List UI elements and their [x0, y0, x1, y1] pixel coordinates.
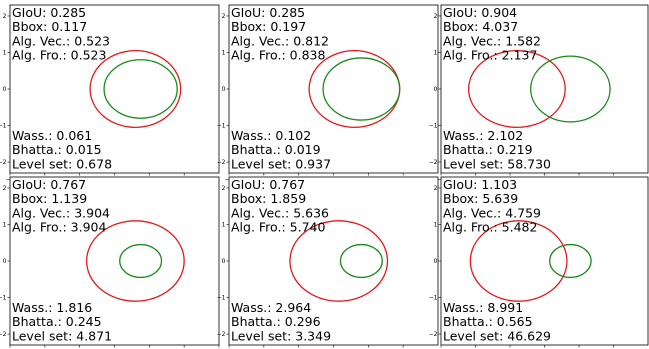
y-tick-label: −1	[0, 123, 7, 130]
metric-top-3: Alg. Vec.: 1.582	[443, 33, 541, 48]
metric-bottom-3: Level set: 4.871	[12, 328, 112, 343]
y-tick-label: 2	[3, 185, 7, 192]
y-tick-label: 2	[222, 13, 226, 20]
y-tick-label: 1	[222, 221, 226, 228]
metric-top-4: Alg. Fro.: 5.482	[443, 220, 537, 235]
y-tick-label: 1	[222, 49, 226, 56]
metric-top-4: Alg. Fro.: 5.740	[231, 220, 325, 235]
metric-top-3: Alg. Vec.: 0.523	[12, 33, 110, 48]
metric-bottom-3: Level set: 3.349	[231, 328, 331, 343]
metric-top-3: Alg. Vec.: 5.636	[231, 205, 329, 220]
y-tick-label: −2	[217, 159, 226, 166]
metric-bottom-1: Wass.: 2.964	[231, 300, 311, 315]
y-tick-label: 1	[3, 49, 7, 56]
y-tick-label: −1	[217, 123, 226, 130]
metric-bottom-2: Bhatta.: 0.219	[443, 142, 533, 157]
red-ellipse	[469, 220, 568, 302]
metric-top-2: Bbox: 1.139	[12, 191, 87, 206]
axes-frame	[440, 4, 649, 174]
red-ellipse	[467, 50, 566, 128]
y-tick-label: 1	[434, 49, 438, 56]
metric-bottom-3: Level set: 58.730	[443, 156, 551, 171]
axes-frame	[228, 4, 439, 174]
metric-top-1: GIoU: 0.285	[231, 5, 305, 20]
green-ellipse	[549, 243, 592, 279]
metric-bottom-1: Wass.: 2.102	[443, 128, 523, 143]
metric-bottom-2: Bhatta.: 0.296	[231, 314, 321, 329]
y-tick-label: 2	[434, 13, 438, 20]
red-ellipse	[89, 50, 182, 128]
red-ellipse	[289, 220, 389, 302]
y-tick-label: 1	[434, 221, 438, 228]
metric-top-2: Bbox: 4.037	[443, 19, 518, 34]
green-ellipse	[119, 243, 163, 279]
y-tick-label: −1	[429, 123, 438, 130]
metric-top-1: GIoU: 0.285	[12, 5, 86, 20]
metric-top-3: Alg. Vec.: 4.759	[443, 205, 541, 220]
y-tick-label: 0	[222, 258, 226, 265]
green-ellipse	[530, 55, 611, 123]
y-tick-label: −2	[429, 159, 438, 166]
metric-top-4: Alg. Fro.: 0.838	[231, 48, 325, 63]
metric-bottom-1: Wass.: 1.816	[12, 300, 92, 315]
y-tick-label: −1	[217, 295, 226, 302]
y-tick-label: −2	[429, 331, 438, 338]
green-ellipse	[339, 243, 383, 279]
metric-bottom-2: Bhatta.: 0.019	[231, 142, 321, 157]
metric-bottom-3: Level set: 46.629	[443, 328, 551, 343]
metric-bottom-1: Wass.: 0.061	[12, 128, 92, 143]
metric-top-4: Alg. Fro.: 0.523	[12, 48, 106, 63]
y-tick-label: 0	[3, 258, 7, 265]
y-tick-label: 0	[434, 258, 438, 265]
green-ellipse	[322, 57, 401, 121]
metric-bottom-3: Level set: 0.937	[231, 156, 331, 171]
metric-top-1: GIoU: 1.103	[443, 177, 517, 192]
y-tick-label: 2	[434, 185, 438, 192]
y-tick-label: −1	[0, 295, 7, 302]
metric-top-2: Bbox: 1.859	[231, 191, 306, 206]
y-tick-label: −1	[429, 295, 438, 302]
red-ellipse	[85, 220, 185, 302]
y-tick-label: 1	[3, 221, 7, 228]
axes-frame	[440, 176, 649, 346]
y-tick-label: −2	[0, 159, 7, 166]
metric-bottom-2: Bhatta.: 0.015	[12, 142, 102, 157]
y-tick-label: −2	[0, 331, 7, 338]
y-tick-label: 0	[222, 86, 226, 93]
metric-top-2: Bbox: 5.639	[443, 191, 518, 206]
axes-frame	[9, 4, 220, 174]
y-tick-label: 2	[222, 185, 226, 192]
metric-top-3: Alg. Vec.: 3.904	[12, 205, 110, 220]
y-tick-label: −2	[217, 331, 226, 338]
metric-top-1: GIoU: 0.767	[231, 177, 305, 192]
metric-top-2: Bbox: 0.117	[12, 19, 87, 34]
y-tick-label: 0	[434, 86, 438, 93]
metric-bottom-1: Wass.: 0.102	[231, 128, 311, 143]
metric-top-4: Alg. Fro.: 3.904	[12, 220, 106, 235]
metric-top-1: GIoU: 0.904	[443, 5, 517, 20]
metric-top-3: Alg. Vec.: 0.812	[231, 33, 329, 48]
metric-top-1: GIoU: 0.767	[12, 177, 86, 192]
metric-bottom-2: Bhatta.: 0.245	[12, 314, 102, 329]
metric-bottom-1: Wass.: 8.991	[443, 300, 523, 315]
metric-bottom-3: Level set: 0.678	[12, 156, 112, 171]
metric-top-4: Alg. Fro.: 2.137	[443, 48, 537, 63]
metric-top-2: Bbox: 0.197	[231, 19, 306, 34]
axes-frame	[228, 176, 439, 346]
y-tick-label: 0	[3, 86, 7, 93]
green-ellipse	[103, 59, 178, 119]
metric-bottom-2: Bhatta.: 0.565	[443, 314, 533, 329]
y-tick-label: 2	[3, 13, 7, 20]
